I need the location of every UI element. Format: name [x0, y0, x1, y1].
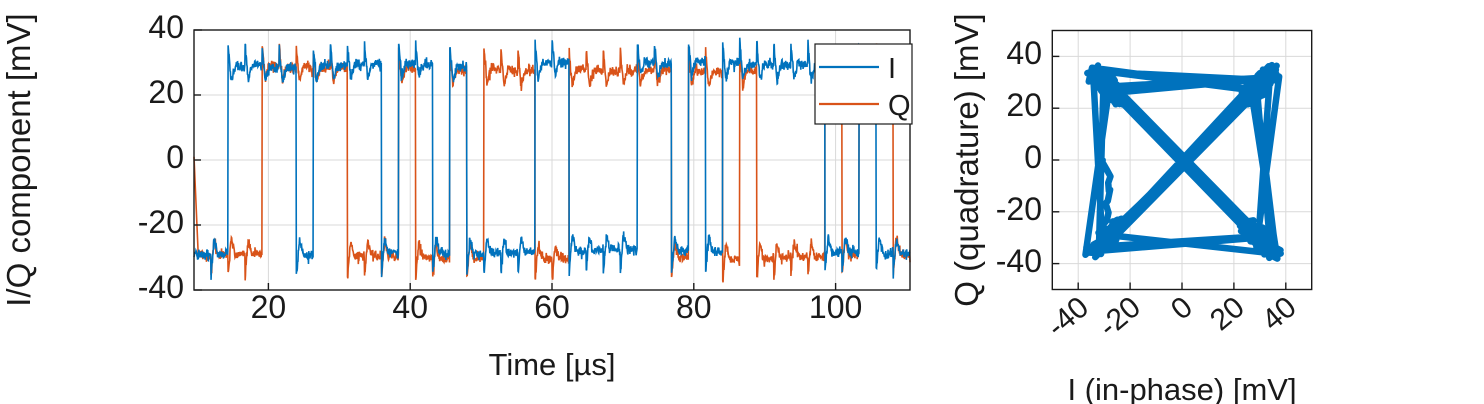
svg-text:I/Q component [mV]: I/Q component [mV]	[0, 13, 37, 306]
svg-text:40: 40	[1006, 35, 1042, 71]
svg-text:0: 0	[166, 139, 184, 175]
svg-text:Q (quadrature) [mV]: Q (quadrature) [mV]	[948, 13, 985, 306]
svg-text:20: 20	[251, 289, 287, 325]
svg-text:-20: -20	[996, 191, 1042, 227]
svg-text:-40: -40	[996, 243, 1042, 279]
svg-text:-20: -20	[138, 204, 184, 240]
svg-text:Time [µs]: Time [µs]	[489, 347, 616, 382]
svg-text:I (in-phase) [mV]: I (in-phase) [mV]	[1067, 372, 1296, 404]
svg-text:100: 100	[809, 289, 862, 325]
svg-text:I: I	[888, 53, 896, 85]
svg-text:-40: -40	[138, 269, 184, 305]
svg-text:80: 80	[676, 289, 712, 325]
svg-text:20: 20	[148, 74, 184, 110]
svg-text:Q: Q	[888, 90, 911, 122]
svg-text:20: 20	[1006, 87, 1042, 123]
svg-text:60: 60	[534, 289, 570, 325]
svg-text:0: 0	[1024, 139, 1042, 175]
svg-text:40: 40	[148, 9, 184, 45]
svg-text:40: 40	[392, 289, 428, 325]
